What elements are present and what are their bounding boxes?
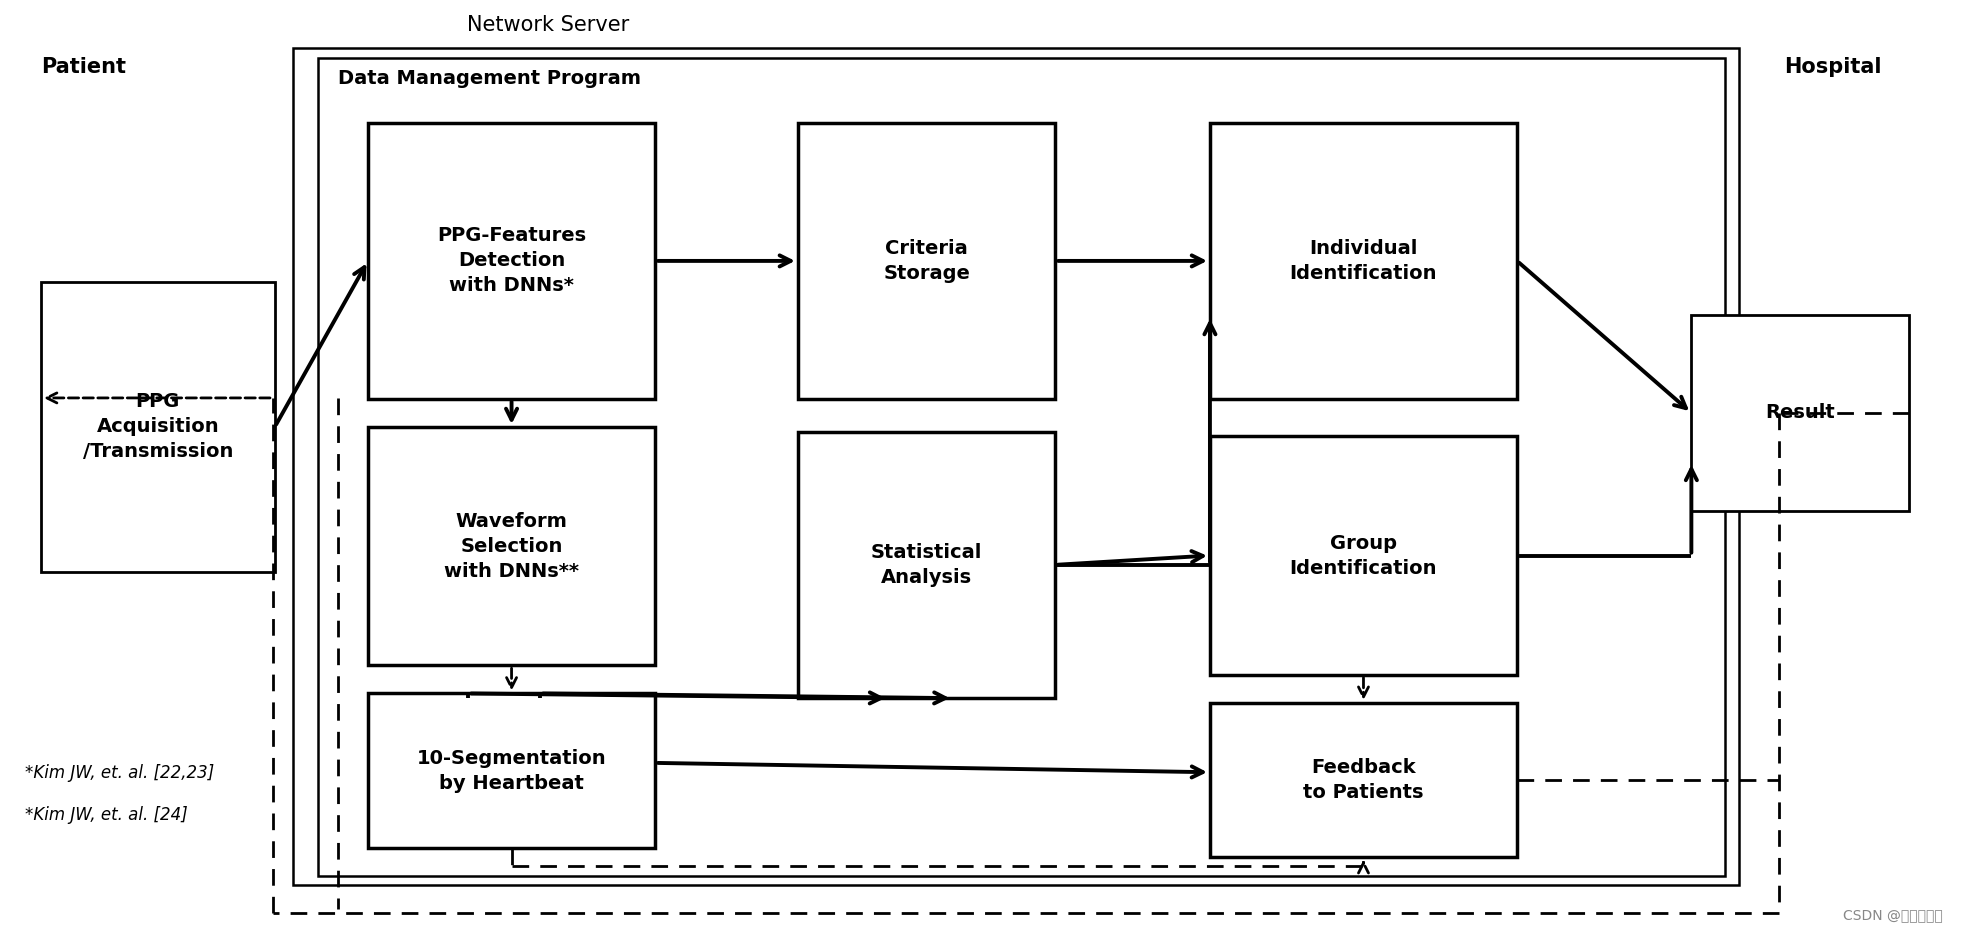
Text: Result: Result [1766, 403, 1835, 422]
Text: Criteria
Storage: Criteria Storage [883, 239, 970, 283]
Text: *Kim JW, et. al. [22,23]: *Kim JW, et. al. [22,23] [26, 764, 214, 782]
Text: Group
Identification: Group Identification [1290, 534, 1436, 578]
FancyBboxPatch shape [367, 123, 655, 399]
Text: Waveform
Selection
with DNNs**: Waveform Selection with DNNs** [444, 511, 579, 581]
FancyBboxPatch shape [1210, 703, 1518, 857]
Text: PPG-Features
Detection
with DNNs*: PPG-Features Detection with DNNs* [436, 226, 585, 295]
Text: Hospital: Hospital [1784, 57, 1883, 77]
Text: PPG
Acquisition
/Transmission: PPG Acquisition /Transmission [83, 392, 232, 461]
FancyBboxPatch shape [798, 123, 1055, 399]
Text: Network Server: Network Server [466, 15, 629, 35]
Text: Data Management Program: Data Management Program [337, 68, 641, 87]
FancyBboxPatch shape [798, 431, 1055, 698]
FancyBboxPatch shape [1210, 436, 1518, 674]
Text: Patient: Patient [42, 57, 127, 77]
Text: 10-Segmentation
by Heartbeat: 10-Segmentation by Heartbeat [417, 749, 607, 793]
Text: Statistical
Analysis: Statistical Analysis [871, 543, 982, 587]
FancyBboxPatch shape [42, 282, 276, 572]
Text: Individual
Identification: Individual Identification [1290, 239, 1436, 283]
Text: *Kim JW, et. al. [24]: *Kim JW, et. al. [24] [26, 806, 188, 824]
Text: CSDN @努力の小熊: CSDN @努力の小熊 [1843, 909, 1942, 923]
FancyBboxPatch shape [292, 48, 1738, 885]
FancyBboxPatch shape [1210, 123, 1518, 399]
FancyBboxPatch shape [1692, 314, 1909, 511]
Text: Feedback
to Patients: Feedback to Patients [1303, 758, 1425, 802]
FancyBboxPatch shape [317, 57, 1724, 876]
FancyBboxPatch shape [367, 427, 655, 665]
FancyBboxPatch shape [367, 693, 655, 848]
